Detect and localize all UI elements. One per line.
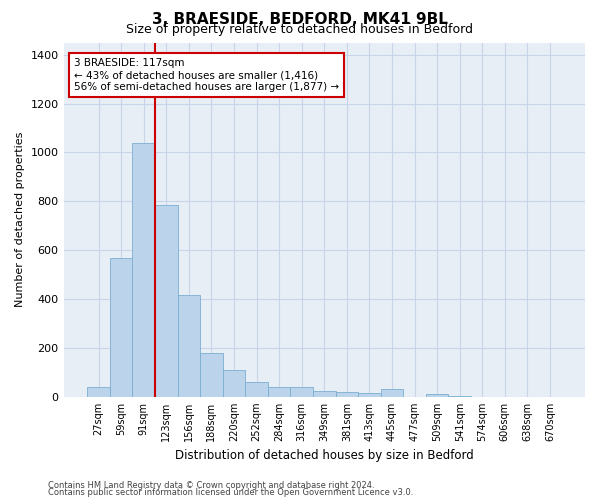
Bar bbox=[223, 370, 245, 397]
Bar bbox=[335, 392, 358, 397]
Y-axis label: Number of detached properties: Number of detached properties bbox=[15, 132, 25, 308]
Bar bbox=[313, 390, 335, 397]
Text: Contains public sector information licensed under the Open Government Licence v3: Contains public sector information licen… bbox=[48, 488, 413, 497]
Bar bbox=[178, 296, 200, 397]
Text: 3, BRAESIDE, BEDFORD, MK41 9BL: 3, BRAESIDE, BEDFORD, MK41 9BL bbox=[152, 12, 448, 28]
Bar bbox=[133, 142, 155, 397]
Bar bbox=[245, 382, 268, 397]
Bar bbox=[200, 353, 223, 397]
Text: Size of property relative to detached houses in Bedford: Size of property relative to detached ho… bbox=[127, 22, 473, 36]
Text: 3 BRAESIDE: 117sqm
← 43% of detached houses are smaller (1,416)
56% of semi-deta: 3 BRAESIDE: 117sqm ← 43% of detached hou… bbox=[74, 58, 339, 92]
Text: Contains HM Land Registry data © Crown copyright and database right 2024.: Contains HM Land Registry data © Crown c… bbox=[48, 480, 374, 490]
Bar bbox=[155, 205, 178, 397]
Bar bbox=[290, 387, 313, 397]
Bar bbox=[426, 394, 448, 397]
X-axis label: Distribution of detached houses by size in Bedford: Distribution of detached houses by size … bbox=[175, 450, 473, 462]
Bar bbox=[448, 396, 471, 397]
Bar bbox=[381, 390, 403, 397]
Bar bbox=[268, 387, 290, 397]
Bar bbox=[110, 258, 133, 397]
Bar bbox=[87, 387, 110, 397]
Bar bbox=[358, 393, 381, 397]
